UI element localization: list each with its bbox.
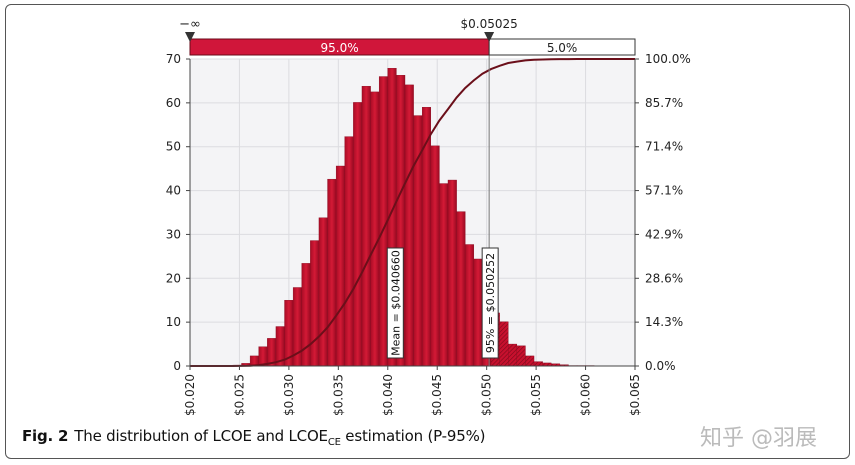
histogram-bar [473,258,483,367]
x-tick-label: $0.055 [529,374,543,416]
y2-tick-label: 85.7% [645,96,683,110]
histogram-bar [327,178,337,367]
y2-tick-label: 28.6% [645,271,683,285]
histogram-bar [310,240,320,367]
watermark: 知乎 @羽展 [700,426,817,451]
histogram-bar [533,361,543,367]
x-tick-label: $0.060 [579,374,593,416]
histogram-bar [516,345,526,367]
y2-tick-label: 57.1% [645,184,683,198]
histogram-bar [370,91,380,367]
x-tick-label: $0.040 [381,374,395,416]
x-tick-label: $0.065 [628,374,642,416]
figure-frame [5,4,850,459]
caption-fig-label: Fig. 2 [22,427,69,445]
x-tick-label: $0.050 [480,374,494,416]
mean-label-box [386,247,404,359]
histogram-bar [361,85,371,367]
y2-tick-label: 100.0% [645,52,691,66]
left-bound-label: −∞ [179,17,201,32]
histogram-bar [508,343,518,367]
left-bound-marker-icon [185,32,195,42]
x-tick-label: $0.035 [331,374,345,416]
caption-subscript: CE [327,437,341,448]
histogram-bar [439,183,449,367]
x-tick-label: $0.020 [183,374,197,416]
caption-text-end: estimation (P-95%) [340,427,486,445]
p95-label: 95% = $0.050252 [484,253,497,353]
mean-label: Mean = $0.040660 [389,250,402,356]
y2-tick-label: 0.0% [645,359,676,373]
histogram-bar [430,145,440,367]
histogram-bar [465,244,475,367]
figure-caption: Fig. 2 The distribution of LCOE and LCOEC… [22,427,485,448]
histogram-bar [344,136,354,367]
x-tick-label: $0.030 [282,374,296,416]
range-left-label: 95.0% [321,41,359,55]
histogram-bar [525,355,535,367]
cutoff-marker-icon [484,32,495,42]
histogram-bar [353,102,363,367]
histogram-bar [456,211,466,367]
y-tick-label: 60 [166,96,181,110]
y-tick-label: 50 [166,140,181,154]
caption-text: The distribution of LCOE and LCOE [74,427,328,445]
p95-label-box [481,247,499,359]
cutoff-label: $0.05025 [461,17,518,31]
range-bar-right [488,38,636,56]
y-tick-label: 0 [173,359,181,373]
histogram-bar [404,84,414,367]
y-tick-label: 70 [166,52,181,66]
cumulative-curve [190,58,635,367]
histogram-bar [318,217,328,367]
range-right-label: 5.0% [547,41,578,55]
y-tick-label: 20 [166,271,181,285]
histogram-bar [335,165,345,367]
x-tick-label: $0.045 [430,374,444,416]
histogram-bar [499,321,509,367]
y2-tick-label: 14.3% [645,315,683,329]
y2-tick-label: 42.9% [645,227,683,241]
x-tick-label: $0.025 [232,374,246,416]
histogram-bar [447,179,457,367]
y-tick-label: 40 [166,184,181,198]
y2-tick-label: 71.4% [645,140,683,154]
y-tick-label: 10 [166,315,181,329]
y-tick-label: 30 [166,227,181,241]
